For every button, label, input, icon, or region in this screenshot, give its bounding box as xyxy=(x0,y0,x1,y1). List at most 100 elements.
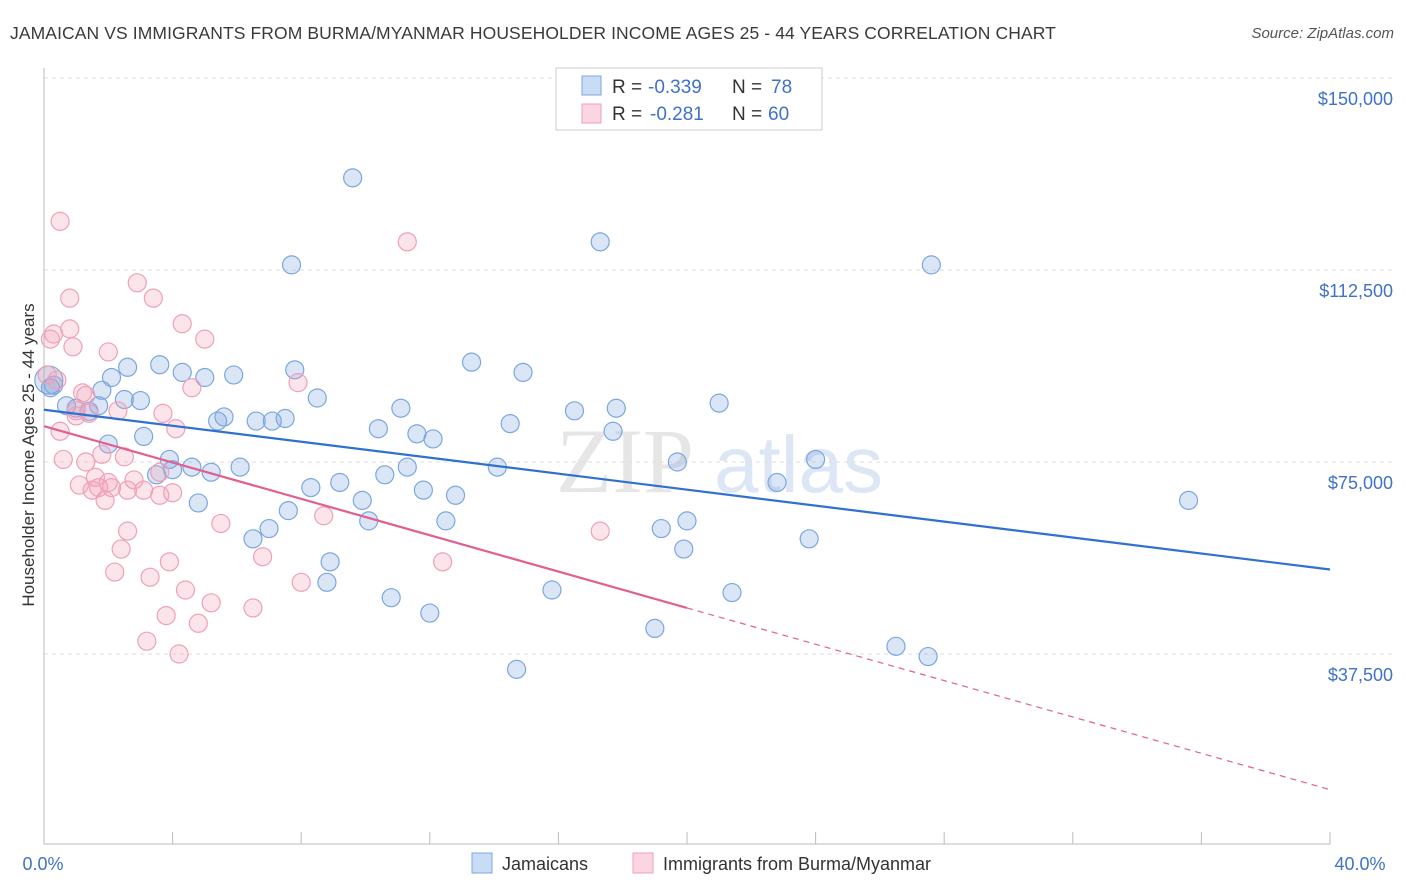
point-s1-58 xyxy=(66,406,86,426)
point-s0-14 xyxy=(150,355,170,375)
point-s1-11 xyxy=(69,475,89,495)
point-s0-30 xyxy=(275,408,295,429)
point-s0-44 xyxy=(381,588,401,608)
point-s1-30 xyxy=(127,273,147,293)
point-s0-39 xyxy=(343,168,363,188)
point-s0-23 xyxy=(214,407,234,427)
point-s1-39 xyxy=(159,552,179,572)
point-s0-71 xyxy=(799,529,819,549)
point-s1-3 xyxy=(47,370,67,390)
point-s0-37 xyxy=(320,552,340,572)
point-s1-45 xyxy=(182,378,202,398)
point-s1-12 xyxy=(72,383,93,403)
trend-line-1 xyxy=(43,425,688,609)
bottom-legend-jamaicans: Jamaicans xyxy=(502,854,588,874)
chart-source: Source: ZipAtlas.com xyxy=(1251,25,1394,42)
point-s1-44 xyxy=(175,580,196,600)
point-s0-26 xyxy=(246,411,266,431)
point-s1-8 xyxy=(60,319,80,339)
point-s1-32 xyxy=(137,631,157,651)
trend-line-0 xyxy=(43,408,1331,571)
x-tick-label-40: 40.0% xyxy=(1334,854,1385,874)
chart-title: JAMAICAN VS IMMIGRANTS FROM BURMA/MYANMA… xyxy=(10,23,1056,43)
point-s0-47 xyxy=(407,424,427,444)
y-tick-label-37500: $37,500 xyxy=(1328,665,1393,685)
point-s0-25 xyxy=(230,457,250,477)
point-s0-7 xyxy=(114,389,134,410)
point-s0-21 xyxy=(201,462,221,482)
y-tick-label-75000: $75,000 xyxy=(1328,473,1393,493)
point-s0-73 xyxy=(886,636,906,656)
point-s1-33 xyxy=(140,567,160,587)
point-s0-66 xyxy=(674,539,694,559)
point-s1-9 xyxy=(63,337,83,357)
legend-n-label-2: N = xyxy=(732,104,762,125)
point-s0-45 xyxy=(391,398,411,418)
legend-box: R = -0.339 N = 78 R = -0.281 N = 60 xyxy=(555,67,823,131)
point-s1-53 xyxy=(291,572,311,592)
point-s1-21 xyxy=(98,342,118,362)
point-s0-68 xyxy=(709,393,729,413)
point-s1-59 xyxy=(98,472,118,493)
point-s0-32 xyxy=(281,255,302,275)
point-s0-38 xyxy=(330,472,350,493)
point-s1-4 xyxy=(50,211,70,231)
point-s0-57 xyxy=(513,362,533,382)
point-s1-6 xyxy=(53,449,73,470)
legend-swatch-burma xyxy=(581,103,602,124)
point-s0-24 xyxy=(224,365,244,385)
point-s0-63 xyxy=(645,618,665,639)
series-layer xyxy=(34,168,1331,791)
point-s0-12 xyxy=(134,426,154,446)
point-s0-17 xyxy=(172,362,192,382)
legend-r-value-2: -0.281 xyxy=(650,104,704,125)
point-s0-43 xyxy=(375,465,395,485)
point-s1-42 xyxy=(169,644,189,664)
point-s1-46 xyxy=(188,613,208,633)
legend-swatch-jamaicans xyxy=(581,75,602,96)
legend-n-value-1: 78 xyxy=(771,77,792,98)
watermark-zip: ZIP xyxy=(556,410,694,512)
point-s0-75 xyxy=(921,255,941,275)
point-s0-72 xyxy=(805,449,826,470)
point-s0-34 xyxy=(301,478,321,498)
point-s1-52 xyxy=(288,373,308,393)
gridlines xyxy=(44,77,1395,655)
point-s1-47 xyxy=(195,329,215,349)
point-s1-34 xyxy=(143,288,163,308)
point-s0-11 xyxy=(130,390,151,411)
point-s1-14 xyxy=(76,385,96,406)
point-s0-50 xyxy=(420,603,440,623)
point-s1-56 xyxy=(433,552,453,572)
point-s1-43 xyxy=(172,314,192,334)
point-s1-13 xyxy=(76,452,96,472)
point-s0-20 xyxy=(195,367,215,388)
bottom-legend: Jamaicans Immigrants from Burma/Myanmar xyxy=(471,852,931,874)
point-s0-74 xyxy=(918,646,938,667)
point-s0-46 xyxy=(397,457,417,477)
point-s0-67 xyxy=(677,511,697,531)
bottom-legend-swatch-burma xyxy=(632,852,654,874)
point-s0-56 xyxy=(507,659,527,679)
point-s1-29 xyxy=(124,470,144,490)
point-s1-28 xyxy=(117,480,138,500)
point-s0-10 xyxy=(117,357,138,377)
y-tick-labels: $37,500 $75,000 $112,500 $150,000 xyxy=(1318,89,1393,685)
point-s0-28 xyxy=(259,518,279,539)
point-s0-58 xyxy=(542,580,562,600)
point-s0-64 xyxy=(651,518,671,539)
point-s0-33 xyxy=(285,360,305,380)
point-s1-19 xyxy=(92,444,112,464)
point-s1-17 xyxy=(85,467,106,487)
point-s1-48 xyxy=(201,593,221,613)
point-s0-69 xyxy=(722,582,742,603)
watermark-atlas: atlas xyxy=(714,420,883,509)
point-s0-27 xyxy=(243,529,263,549)
point-s0-9 xyxy=(89,396,109,416)
point-s1-0 xyxy=(37,365,57,385)
x-ticks xyxy=(43,832,1331,844)
point-s1-36 xyxy=(150,462,170,482)
bottom-legend-swatch-jamaicans xyxy=(471,852,493,874)
point-s0-35 xyxy=(307,388,327,408)
